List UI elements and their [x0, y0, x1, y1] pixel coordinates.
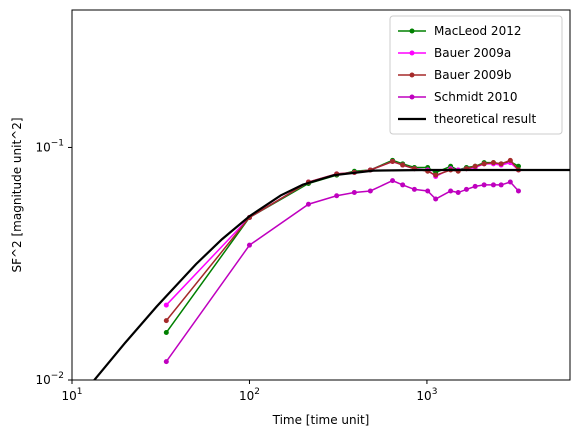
point — [305, 201, 311, 207]
legend-label: Schmidt 2010 — [434, 90, 518, 104]
point — [498, 182, 504, 188]
tick-label-exponent: −1 — [51, 138, 64, 148]
point — [425, 188, 431, 194]
point — [507, 179, 513, 185]
point — [246, 242, 252, 248]
tick-label-base: 10 — [35, 373, 50, 387]
tick-label-exponent: 1 — [77, 387, 83, 397]
legend-marker — [409, 72, 415, 78]
legend-marker — [409, 28, 415, 34]
legend-label: Bauer 2009b — [434, 68, 511, 82]
point — [433, 172, 439, 178]
tick-label: 10−2 — [35, 371, 64, 387]
tick-label-exponent: −2 — [51, 371, 64, 381]
point — [433, 196, 439, 202]
point — [490, 160, 496, 166]
point — [481, 161, 487, 167]
tick-label-base: 10 — [239, 389, 254, 403]
plot-frame — [71, 9, 571, 381]
legend-box — [389, 15, 563, 135]
x-axis-label: Time [time unit] — [272, 413, 370, 427]
tick-label-exponent: 2 — [254, 387, 260, 397]
point — [448, 188, 454, 194]
series-line — [92, 168, 570, 380]
plot-area — [92, 157, 570, 380]
point — [472, 183, 478, 189]
point — [400, 182, 406, 188]
point — [400, 162, 406, 168]
point — [507, 157, 513, 163]
legend-label: Bauer 2009a — [434, 46, 511, 60]
point — [515, 188, 521, 194]
point — [163, 330, 169, 336]
point — [463, 186, 469, 192]
point — [163, 302, 169, 308]
legend-label: MacLeod 2012 — [434, 24, 521, 38]
series-line — [165, 160, 519, 306]
point — [351, 190, 357, 196]
point — [455, 190, 461, 196]
tick-label-exponent: 3 — [432, 387, 438, 397]
point — [498, 161, 504, 167]
tick-label: 10−1 — [35, 138, 64, 154]
tick-label: 101 — [61, 387, 82, 403]
y-axis-label: SF^2 [magnitude unit^2] — [10, 117, 24, 272]
legend-marker — [409, 94, 415, 100]
tick-label: 102 — [239, 387, 260, 403]
tick-label-base: 10 — [35, 140, 50, 154]
legend-label: theoretical result — [434, 112, 536, 126]
legend-marker — [409, 50, 415, 56]
series-line — [165, 159, 519, 333]
point — [411, 186, 417, 192]
point — [390, 178, 396, 184]
point — [334, 193, 340, 199]
point — [490, 182, 496, 188]
point — [481, 182, 487, 188]
point — [163, 359, 169, 365]
tick-label-base: 10 — [61, 389, 76, 403]
point — [163, 318, 169, 324]
tick-label: 103 — [416, 387, 437, 403]
series-line — [165, 179, 520, 363]
point — [390, 159, 396, 165]
tick-label-base: 10 — [416, 389, 431, 403]
point — [472, 163, 478, 169]
point — [367, 188, 373, 194]
